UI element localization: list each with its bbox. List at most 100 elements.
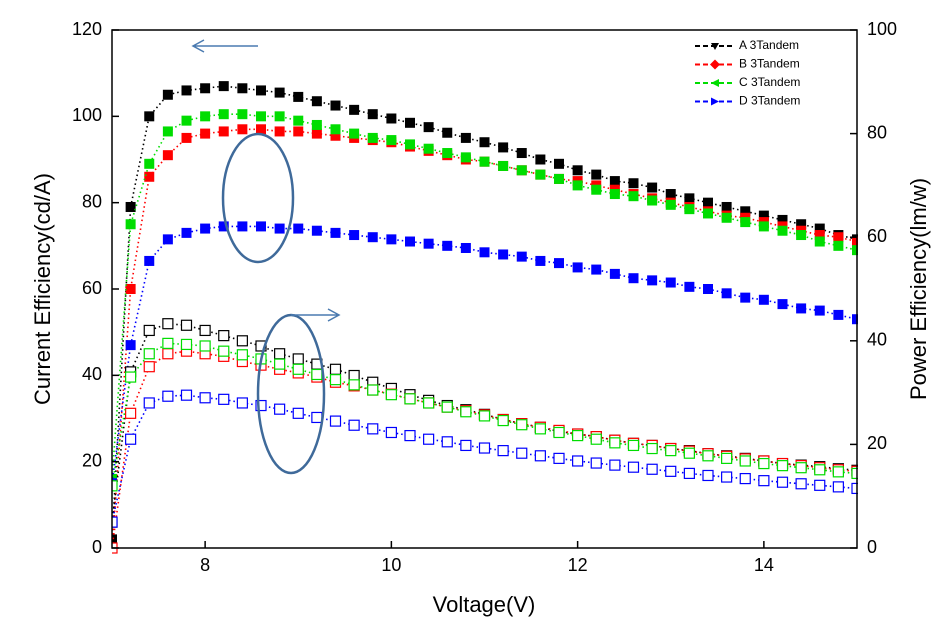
filled-marker [442, 240, 453, 251]
filled-marker [479, 247, 490, 258]
legend-label: D 3Tandem [739, 94, 800, 108]
filled-marker [367, 109, 378, 120]
open-marker [590, 457, 602, 469]
open-marker [199, 340, 211, 352]
open-marker [534, 450, 546, 462]
open-marker [348, 419, 360, 431]
filled-marker [125, 219, 136, 230]
filled-marker [405, 236, 415, 247]
filled-marker [777, 225, 788, 236]
filled-marker [311, 96, 322, 107]
open-marker [348, 379, 360, 391]
open-marker [125, 407, 137, 419]
filled-marker [554, 158, 564, 169]
open-marker [348, 369, 360, 382]
filled-marker [814, 236, 825, 247]
open-marker [180, 338, 193, 351]
open-marker [329, 374, 342, 386]
filled-marker [535, 169, 546, 180]
filled-marker [386, 135, 397, 146]
open-marker [832, 481, 844, 493]
filled-marker [349, 128, 360, 139]
filled-marker [181, 132, 192, 143]
filled-marker [647, 275, 658, 286]
open-marker [236, 397, 248, 409]
filled-marker [628, 273, 639, 284]
open-marker [423, 397, 435, 409]
filled-marker [293, 126, 304, 137]
filled-marker [591, 184, 602, 195]
filled-marker [796, 219, 807, 230]
filled-marker [256, 85, 266, 96]
open-marker [180, 389, 193, 401]
filled-marker [572, 165, 583, 176]
filled-marker [516, 251, 527, 262]
open-marker [497, 414, 509, 427]
filled-marker [237, 124, 248, 135]
filled-marker [144, 111, 155, 122]
open-marker [441, 401, 453, 413]
filled-marker [181, 115, 192, 126]
filled-marker [367, 232, 378, 243]
filled-marker [814, 223, 825, 234]
filled-marker [442, 148, 453, 159]
annotation-ellipse [221, 132, 295, 264]
open-marker [516, 447, 528, 459]
filled-marker [256, 221, 266, 232]
open-marker [776, 476, 789, 488]
open-marker [609, 459, 621, 471]
open-marker [274, 358, 286, 370]
filled-marker [796, 230, 807, 241]
open-marker [553, 452, 565, 464]
open-marker [478, 442, 491, 454]
legend-marker [711, 43, 719, 50]
filled-marker [479, 137, 490, 148]
open-marker [367, 384, 379, 396]
filled-marker [311, 119, 322, 130]
open-marker [572, 429, 584, 442]
filled-marker [852, 314, 858, 325]
y2-tick-label: 20 [867, 433, 887, 453]
open-marker [683, 467, 695, 480]
open-marker [292, 353, 304, 365]
open-marker [460, 406, 472, 418]
legend-marker [711, 79, 719, 87]
filled-marker [721, 288, 732, 299]
open-marker [162, 318, 174, 330]
filled-marker [330, 130, 341, 141]
open-marker [814, 464, 826, 476]
filled-marker [609, 189, 620, 200]
filled-marker [833, 240, 844, 251]
open-marker [112, 516, 118, 528]
open-marker [199, 392, 211, 404]
filled-marker [665, 277, 676, 288]
filled-marker [591, 264, 602, 275]
open-marker [758, 475, 770, 487]
x-tick-label: 8 [200, 555, 210, 575]
filled-marker [777, 214, 788, 225]
filled-marker [535, 255, 546, 266]
filled-marker [405, 117, 415, 128]
open-marker [795, 462, 807, 474]
filled-marker [330, 124, 341, 135]
filled-marker [758, 210, 769, 221]
open-marker [646, 463, 658, 475]
open-marker [125, 433, 137, 445]
open-marker [572, 455, 584, 467]
filled-marker [684, 281, 695, 292]
filled-marker [460, 152, 471, 163]
filled-marker [758, 294, 769, 305]
filled-marker [311, 225, 322, 236]
filled-marker [703, 197, 713, 208]
open-marker [311, 368, 323, 381]
open-marker [143, 397, 155, 409]
y2-tick-label: 40 [867, 330, 887, 350]
filled-marker [740, 292, 751, 303]
filled-marker [237, 83, 248, 94]
open-marker [721, 471, 733, 483]
legend-label: B 3Tandem [739, 57, 800, 71]
open-marker [553, 426, 565, 439]
open-marker [832, 466, 844, 478]
filled-marker [628, 191, 639, 202]
